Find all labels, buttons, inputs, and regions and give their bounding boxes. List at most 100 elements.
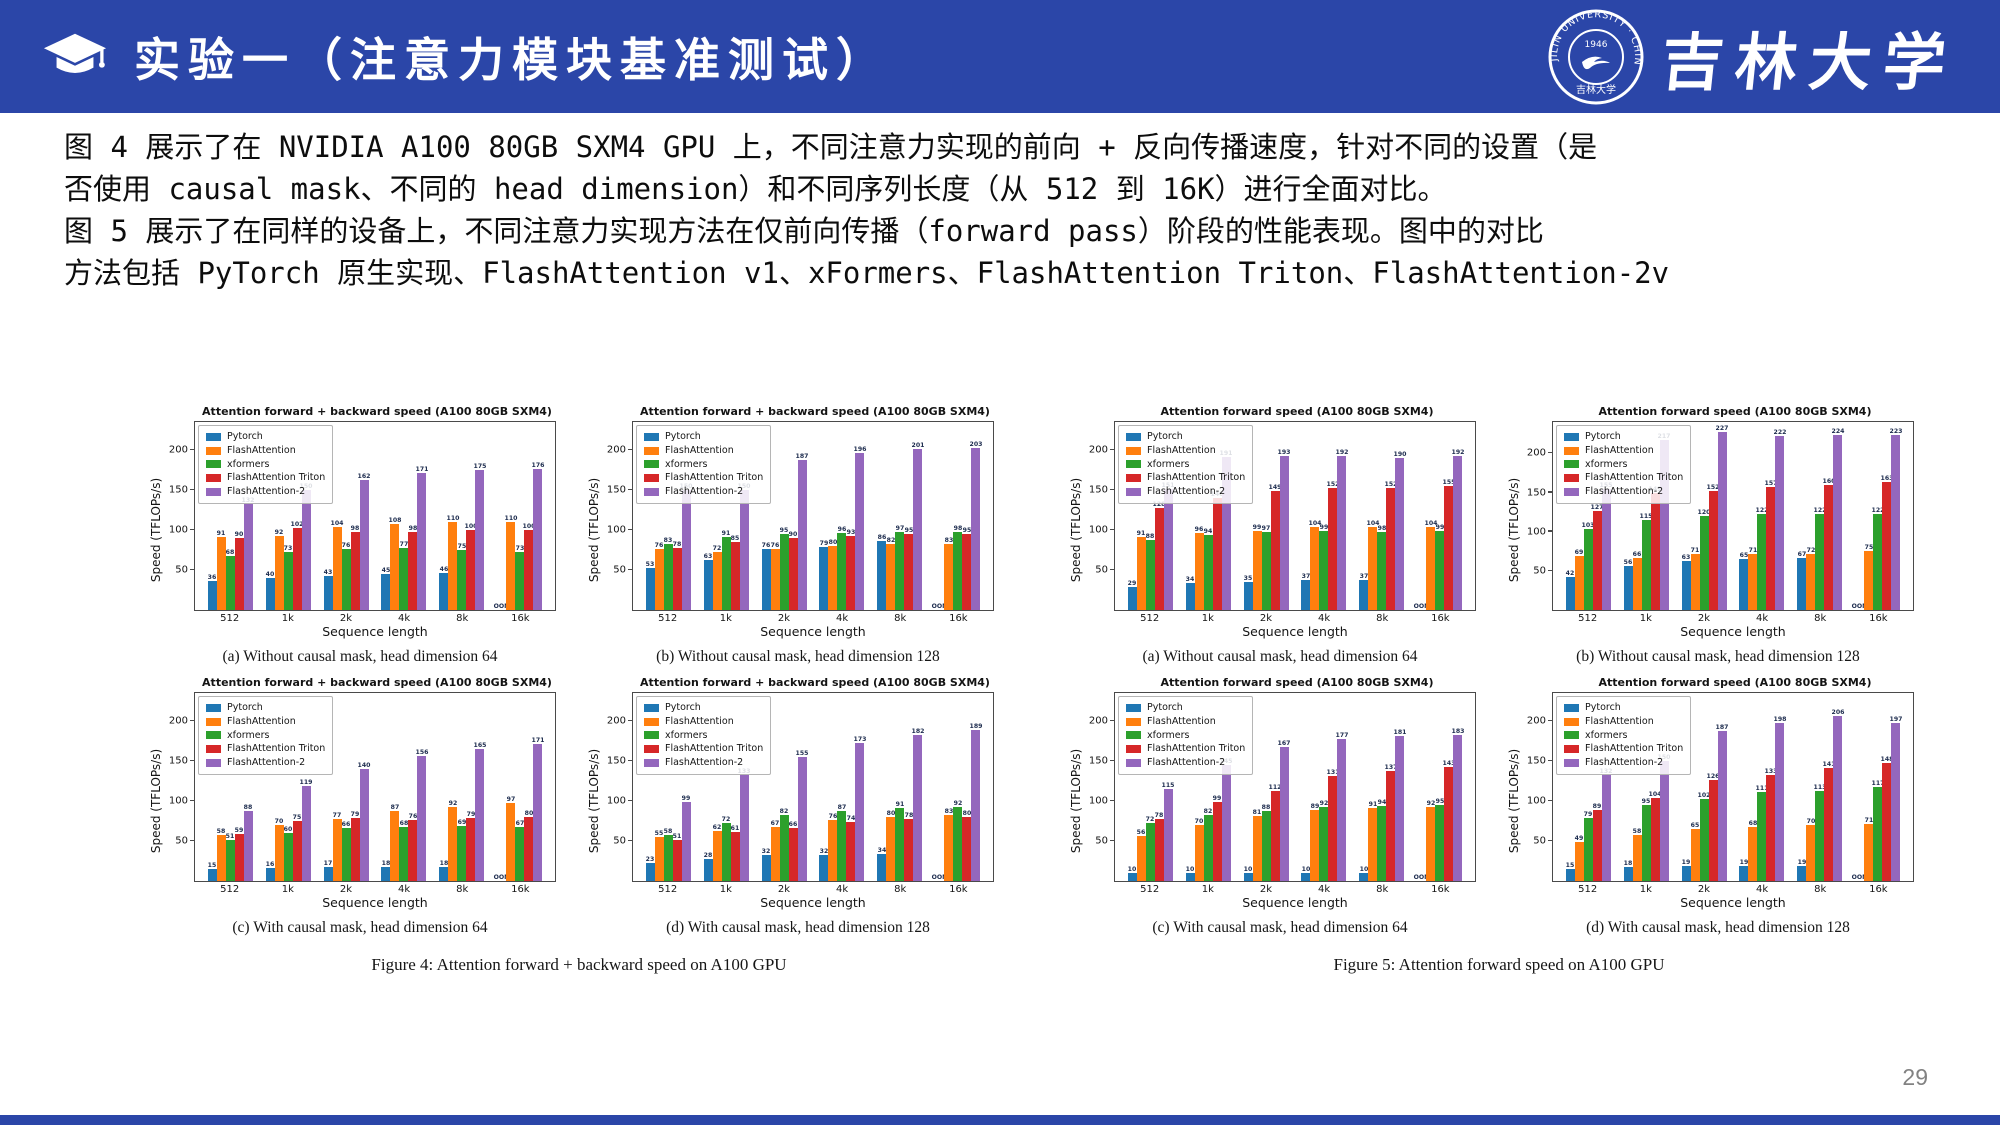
plot-area: 5010015020053768378150637291851507676959… bbox=[607, 421, 994, 611]
bar-value-label: 65 bbox=[1690, 822, 1700, 829]
bar-value-label: 55 bbox=[655, 830, 664, 837]
bar-group-2k: 32 67 82 66 155 bbox=[761, 693, 809, 881]
chart-title: Attention forward + backward speed (A100… bbox=[202, 676, 552, 689]
legend-swatch bbox=[1564, 460, 1579, 469]
bar-flashattention-2k: 77 bbox=[332, 813, 342, 881]
bar-value-label: 177 bbox=[1335, 732, 1349, 740]
bar-value-label: 72 bbox=[1146, 816, 1155, 824]
bar-value-label: 98 bbox=[350, 524, 360, 532]
bar-value-label: 92 bbox=[1426, 800, 1435, 808]
bar-xformers-1k: 91 bbox=[721, 530, 731, 610]
legend-swatch bbox=[1126, 745, 1141, 754]
bar-flashattention-triton-4k: 133 bbox=[1764, 768, 1777, 881]
bar-flashattention-triton-512: 78 bbox=[1154, 812, 1164, 881]
y-axis-label-text: Speed (TFLOPs/s) bbox=[587, 477, 601, 583]
y-axis-label: Speed (TFLOPs/s) bbox=[1506, 692, 1522, 910]
legend-swatch bbox=[206, 745, 221, 754]
legend-swatch bbox=[644, 474, 659, 483]
bar-flashattention-triton-16k: 143 bbox=[1442, 760, 1455, 881]
bar-value-label: 83 bbox=[944, 536, 953, 544]
bar-value-label: 67 bbox=[1797, 550, 1807, 558]
x-ticks: 512 1k 2k 4k 8k 16k bbox=[194, 884, 556, 895]
bar-value-label: 86 bbox=[877, 534, 887, 542]
bar-value-label: 187 bbox=[1715, 724, 1729, 732]
bar-group-4k: 19 68 111 133 198 bbox=[1739, 693, 1786, 881]
x-tick-label: 1k bbox=[1639, 884, 1652, 895]
bar-value-label: 78 bbox=[904, 811, 914, 819]
bar-flashattention-2-2k: 187 bbox=[796, 454, 809, 610]
bar-value-label: 18 bbox=[439, 859, 449, 867]
bar-value-label: 80 bbox=[886, 810, 896, 817]
legend-label: FlashAttention bbox=[227, 444, 296, 456]
bar-group-1k: 16 70 60 75 119 bbox=[265, 693, 313, 881]
legend-swatch bbox=[1564, 446, 1579, 455]
y-tick-label: 100 bbox=[1088, 524, 1108, 536]
y-tick-label: 200 bbox=[1526, 715, 1546, 727]
y-tick-label: 150 bbox=[606, 484, 626, 496]
plot-area: 50 100 150 200 15 58 51 59 88 16 70 60 75 119 17 77 66 79… bbox=[169, 692, 556, 882]
x-tick-label: 8k bbox=[1814, 613, 1827, 624]
bar-value-label: 167 bbox=[1277, 740, 1291, 748]
bar-flashattention-triton-8k: 141 bbox=[1822, 761, 1835, 881]
bar-flashattention-8k: 72 bbox=[1806, 547, 1816, 610]
x-tick-label: 2k bbox=[777, 884, 790, 895]
bar-flashattention-8k: 82 bbox=[886, 538, 896, 610]
chart-title: Attention forward speed (A100 80GB SXM4) bbox=[1598, 676, 1872, 689]
y-tick-label: 150 bbox=[1526, 755, 1546, 767]
bar-group-4k: 10 89 92 131 177 bbox=[1301, 693, 1349, 881]
plot-body: Speed (TFLOPs/s) 501001502005376837815063… bbox=[586, 421, 1010, 639]
bar-value-label: 65 bbox=[1739, 552, 1749, 560]
bar-flashattention-4k: 68 bbox=[1748, 820, 1758, 881]
y-tick-mark bbox=[190, 719, 195, 721]
legend-item: FlashAttention bbox=[1126, 715, 1245, 729]
bar-xformers-8k: 122 bbox=[1813, 508, 1826, 610]
legend-label: xformers bbox=[227, 458, 270, 470]
chart-fig5b: Attention forward speed (A100 80GB SXM4)… bbox=[1506, 405, 1930, 666]
bar-value-label: 58 bbox=[217, 827, 226, 835]
bar-value-label: 104 bbox=[1366, 519, 1380, 527]
bar-flashattention-1k: 96 bbox=[1194, 526, 1204, 610]
bar-flashattention-triton-4k: 152 bbox=[1326, 482, 1339, 610]
bar-value-label: 127 bbox=[1590, 503, 1604, 511]
bar-value-label: 18 bbox=[1623, 859, 1633, 867]
chart-fig4a: Attention forward + backward speed (A100… bbox=[148, 405, 572, 666]
bar-pytorch-1k: 28 bbox=[703, 852, 713, 881]
legend-swatch bbox=[644, 446, 659, 455]
bar-value-label: 95 bbox=[962, 527, 971, 534]
bar-value-label: 113 bbox=[1813, 783, 1827, 791]
x-axis-label: Sequence length bbox=[322, 895, 428, 910]
bar-xformers-4k: 99 bbox=[1319, 524, 1329, 610]
bar-value-label: 66 bbox=[341, 821, 351, 829]
legend-item: FlashAttention Triton bbox=[1126, 742, 1245, 756]
bar-value-label: 141 bbox=[1822, 761, 1836, 769]
y-axis-label-text: Speed (TFLOPs/s) bbox=[1507, 748, 1521, 854]
y-tick-mark bbox=[1548, 719, 1553, 721]
bar-flashattention-triton-512: 59 bbox=[234, 827, 244, 881]
bar-pytorch-8k: 37 bbox=[1359, 574, 1369, 610]
y-tick-mark bbox=[1548, 839, 1553, 841]
legend: Pytorch FlashAttention xformers FlashAttent… bbox=[1556, 425, 1692, 504]
bar-value-label: 72 bbox=[712, 545, 722, 553]
university-seal-icon: JILIN UNIVERSITY · CHINA 1946 吉林大学 bbox=[1546, 7, 1644, 104]
bar-flashattention-2-16k: 171 bbox=[531, 737, 544, 881]
legend-item: FlashAttention bbox=[1564, 715, 1683, 729]
bar-flashattention-triton-2k: 112 bbox=[1269, 785, 1282, 881]
bar-value-label: 97 bbox=[895, 525, 905, 533]
legend-swatch bbox=[644, 703, 659, 712]
plot-body: Speed (TFLOPs/s) 50 100 150 200 23 55 58 51 99 28 6… bbox=[586, 692, 1010, 910]
bar-pytorch-1k: 56 bbox=[1623, 559, 1633, 610]
bar-value-label: 19 bbox=[1739, 858, 1749, 866]
bar-flashattention-2-1k: 119 bbox=[300, 779, 313, 881]
bar-flashattention-2-16k: 183 bbox=[1451, 728, 1464, 881]
bar-flashattention-triton-8k: 152 bbox=[1384, 482, 1397, 610]
bar-group-16k: OOM 75 122 163 223 bbox=[1851, 422, 1902, 610]
bar-value-label: 175 bbox=[473, 463, 487, 470]
bar-value-label: 45 bbox=[381, 567, 391, 575]
bar-value-label: 171 bbox=[415, 466, 429, 474]
bar-flashattention-triton-1k: 149 bbox=[1649, 486, 1662, 610]
chart-fig4c: Attention forward + backward speed (A100… bbox=[148, 676, 572, 937]
bar-value-label: 76 bbox=[341, 542, 351, 550]
bar-flashattention-2-512: 88 bbox=[243, 804, 253, 881]
bar-value-label: 16 bbox=[265, 861, 275, 869]
bar-pytorch-4k: 65 bbox=[1739, 552, 1749, 610]
